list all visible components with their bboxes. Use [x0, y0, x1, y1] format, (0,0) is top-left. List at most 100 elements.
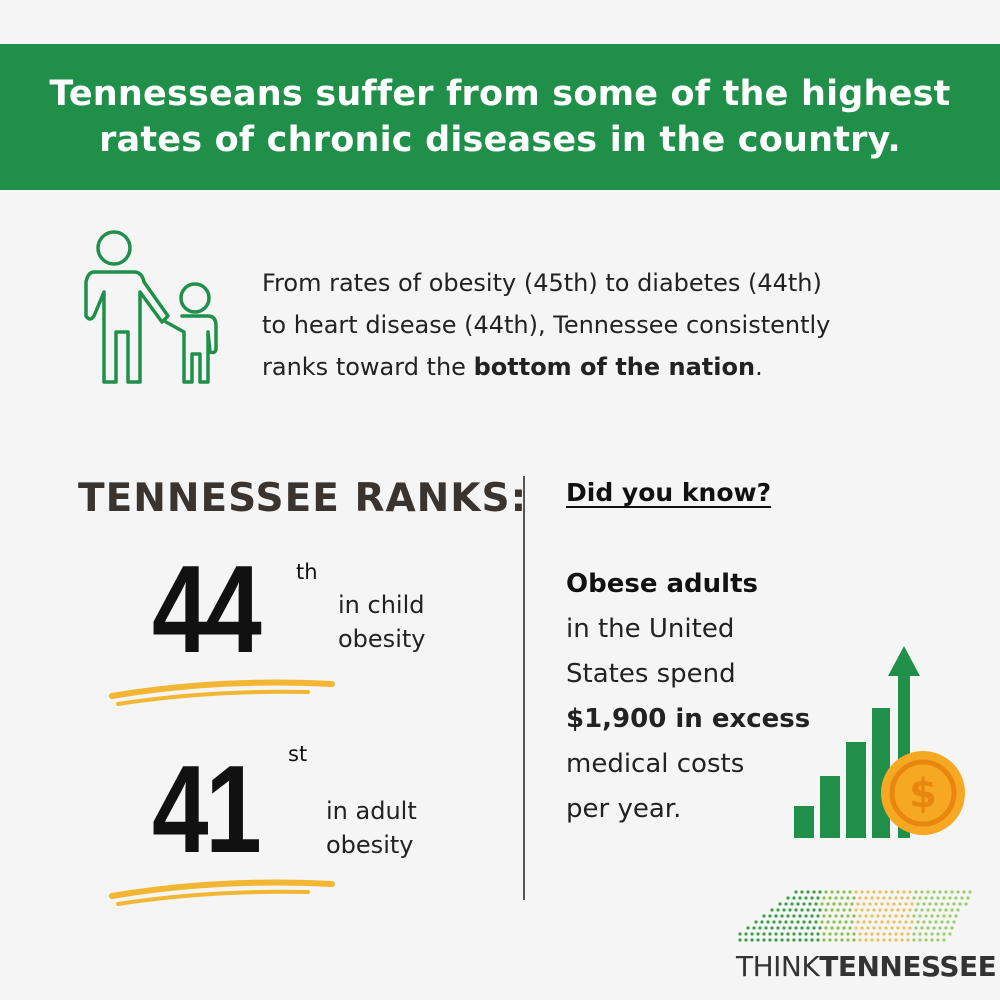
- logo-dot: [794, 908, 798, 912]
- logo-dot: [904, 902, 908, 906]
- logo-dot: [900, 914, 904, 918]
- logo-dot: [894, 914, 898, 918]
- logo-dot: [896, 890, 900, 894]
- logo-dot: [908, 890, 912, 894]
- logo-word-tennessee: TENNESSEE: [819, 950, 997, 983]
- logo-dot: [760, 920, 764, 924]
- logo-dot: [936, 896, 940, 900]
- rank-desc-adult-line-1: in adult: [326, 797, 417, 825]
- logo-dot: [872, 908, 876, 912]
- logo-dot: [858, 914, 862, 918]
- logo-dot: [814, 902, 818, 906]
- logo-dot: [914, 890, 918, 894]
- fact-line-1: Obese adults: [566, 569, 758, 599]
- fact-line-5: medical costs: [566, 749, 745, 779]
- rank-desc-child-line-1: in child: [338, 591, 425, 619]
- logo-dot: [912, 932, 916, 936]
- logo-dot: [738, 938, 742, 942]
- logo-dot: [926, 908, 930, 912]
- logo-dot: [804, 932, 808, 936]
- logo-dot: [790, 920, 794, 924]
- logo-dot: [884, 926, 888, 930]
- logo-dot: [968, 890, 972, 894]
- logo-dot: [872, 926, 876, 930]
- logo-dot: [822, 938, 826, 942]
- logo-dot: [840, 896, 844, 900]
- logo-dot: [816, 932, 820, 936]
- logo-dot: [930, 896, 934, 900]
- fact-line-3: States spend: [566, 659, 736, 689]
- logo-dot: [832, 902, 836, 906]
- logo-dot: [782, 908, 786, 912]
- logo-dot: [862, 902, 866, 906]
- logo-dot: [844, 902, 848, 906]
- logo-dot: [878, 908, 882, 912]
- logo-dot: [764, 926, 768, 930]
- logo-dot: [774, 914, 778, 918]
- intro-paragraph: From rates of obesity (45th) to diabetes…: [262, 262, 962, 388]
- logo-dot: [904, 920, 908, 924]
- logo-dot: [880, 902, 884, 906]
- logo-dot: [822, 896, 826, 900]
- logo-dot: [932, 926, 936, 930]
- logo-dot: [898, 920, 902, 924]
- logo-dot: [810, 938, 814, 942]
- logo-dot: [796, 920, 800, 924]
- logo-dot: [824, 908, 828, 912]
- logo-dot: [922, 920, 926, 924]
- logo-dot: [870, 896, 874, 900]
- logo-dot: [892, 902, 896, 906]
- logo-dot: [900, 938, 904, 942]
- logo-dot: [858, 896, 862, 900]
- logo-dot: [818, 926, 822, 930]
- logo-dot: [804, 914, 808, 918]
- logo-dot: [878, 926, 882, 930]
- logo-dot: [918, 938, 922, 942]
- intro-line-3-prefix: ranks toward the: [262, 353, 474, 381]
- logo-dot: [954, 914, 958, 918]
- logo-dot: [820, 920, 824, 924]
- logo-dot: [870, 914, 874, 918]
- logo-dot: [778, 920, 782, 924]
- logo-dot: [744, 932, 748, 936]
- logo-dot: [804, 938, 808, 942]
- svg-text:$: $: [909, 771, 937, 817]
- logo-dot: [850, 902, 854, 906]
- logo-dot: [928, 902, 932, 906]
- logo-dot: [870, 938, 874, 942]
- logo-dot: [900, 932, 904, 936]
- logo-dot: [838, 902, 842, 906]
- logo-dot: [912, 914, 916, 918]
- logo-dot: [868, 920, 872, 924]
- logo-dot: [792, 938, 796, 942]
- logo-dot: [944, 890, 948, 894]
- logo-dot: [922, 902, 926, 906]
- logo-dot: [962, 890, 966, 894]
- logo-dot: [864, 938, 868, 942]
- logo-dot: [852, 938, 856, 942]
- logo-dot: [936, 914, 940, 918]
- logo-dot: [864, 914, 868, 918]
- did-you-know-heading: Did you know?: [566, 478, 772, 507]
- logo-dot: [796, 902, 800, 906]
- logo-dot: [816, 896, 820, 900]
- logo-dot: [784, 902, 788, 906]
- logo-dot: [894, 938, 898, 942]
- logo-dot: [806, 926, 810, 930]
- logo-dot: [916, 902, 920, 906]
- logo-dot: [854, 926, 858, 930]
- logo-dot: [888, 938, 892, 942]
- logo-dot: [882, 896, 886, 900]
- logo-dot: [828, 896, 832, 900]
- logo-dot: [938, 908, 942, 912]
- logo-dot: [848, 890, 852, 894]
- logo-dot: [920, 890, 924, 894]
- logo-dot: [938, 926, 942, 930]
- intro-line-3-suffix: .: [755, 353, 763, 381]
- logo-dot: [932, 908, 936, 912]
- logo-dot: [902, 926, 906, 930]
- logo-dot: [792, 914, 796, 918]
- logo-dot: [866, 926, 870, 930]
- logo-dot: [946, 920, 950, 924]
- logo-dot: [946, 902, 950, 906]
